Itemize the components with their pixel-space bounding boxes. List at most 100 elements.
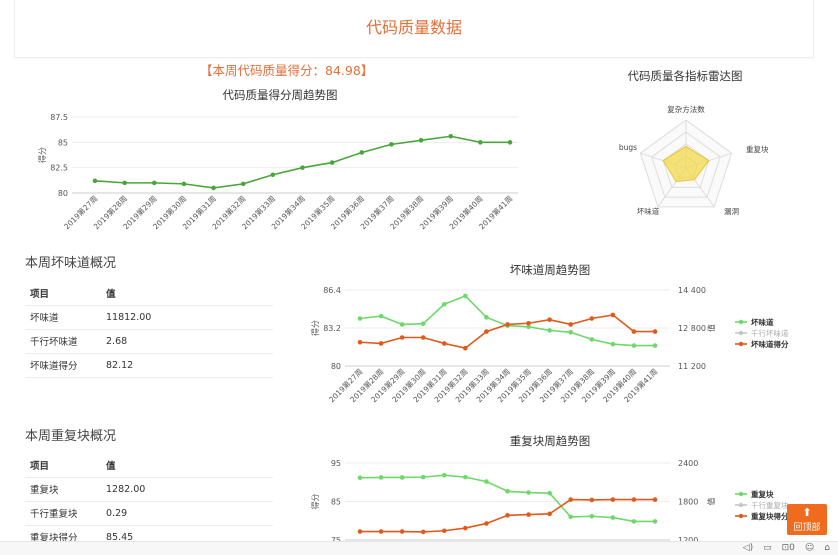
series-a-point — [399, 322, 405, 327]
status-icon[interactable]: ▭ — [763, 543, 772, 553]
table-cell: 千行坏味道 — [25, 329, 101, 354]
series-c-point — [484, 329, 489, 334]
score-point — [211, 185, 216, 191]
series-a-point — [505, 488, 510, 494]
legend-marker — [738, 330, 744, 336]
series-c-point — [610, 497, 616, 502]
series-c-point — [378, 529, 384, 534]
series-c-point — [463, 525, 468, 531]
y-tick-label: 87.5 — [50, 113, 68, 122]
series-a-point — [378, 313, 384, 319]
table-row: 坏味道 11812.00 — [25, 305, 273, 330]
series-a-point — [589, 513, 595, 519]
status-icon[interactable]: ⌂ — [824, 543, 830, 553]
smell-summary-table: 项目 值 坏味道 11812.00 千行坏味道 2.68 坏味道得分 82.12 — [25, 281, 273, 378]
score-point — [389, 142, 394, 147]
series-a-point — [631, 343, 637, 348]
status-icon[interactable]: ◁) — [742, 543, 754, 553]
series-a-point — [526, 490, 531, 495]
series-c-point — [526, 320, 531, 326]
smell-section-title: 本周坏味道概况 — [25, 256, 117, 271]
score-point — [359, 150, 365, 155]
legend-marker — [738, 491, 744, 497]
series-c-point — [463, 345, 468, 351]
dup-summary-table: 项目 值 重复块 1282.00 千行重复块 0.29 重复块得分 85.45 — [25, 453, 273, 550]
y-axis-label-left: 得分 — [310, 494, 320, 510]
radar-axis-label: 漏洞 — [724, 206, 739, 216]
y-tick-label-right: 11 200 — [678, 362, 706, 371]
score-point — [92, 178, 98, 184]
score-point — [478, 140, 483, 145]
radar-axis-label: 坏味道 — [637, 206, 660, 216]
score-point — [122, 180, 127, 186]
series-a-point — [610, 515, 616, 520]
series-c-point — [357, 529, 363, 534]
y-axis-label-left: 得分 — [310, 320, 320, 336]
y-axis-label: 得分 — [37, 147, 47, 163]
series-c-point — [505, 322, 510, 327]
series-c-point — [631, 497, 637, 502]
y-tick-label-left: 83.2 — [323, 324, 341, 333]
series-a-point — [463, 474, 468, 480]
table-header-row: 项目 值 — [25, 453, 273, 478]
back-to-top-button[interactable]: ⬆ 回顶部 — [787, 504, 827, 535]
weekly-score-banner: 【本周代码质量得分：84.98】 — [200, 63, 374, 78]
series-c-point — [420, 335, 426, 340]
table-cell: 重复块 — [25, 477, 101, 502]
score-point — [300, 165, 305, 170]
radar-axis-label: 重复块 — [746, 144, 769, 154]
y-tick-label-left: 80 — [331, 362, 341, 371]
series-c-point — [441, 528, 447, 534]
series-c-point — [378, 341, 384, 346]
legend-marker — [738, 513, 744, 519]
table-cell: 2.68 — [101, 329, 273, 354]
score-point — [507, 140, 513, 145]
page-header: 代码质量数据 — [14, 0, 814, 58]
status-icon[interactable]: ☺ — [804, 543, 815, 553]
series-a-point — [610, 341, 616, 347]
score-point — [418, 138, 424, 143]
series-a-point — [420, 474, 426, 480]
column-header: 值 — [101, 453, 273, 478]
series-a-point — [652, 343, 658, 348]
table-row: 坏味道得分 82.12 — [25, 353, 273, 378]
series-a-point — [526, 324, 531, 330]
series-a-point — [399, 475, 405, 480]
status-bar: ◁) ▭ ⊡0 ☺ ⌂ — [0, 541, 838, 555]
series-c-point — [589, 316, 595, 321]
score-point — [151, 180, 157, 186]
legend-label: 重复块得分 — [751, 511, 789, 521]
series-c-point — [652, 329, 658, 334]
score-point — [181, 181, 187, 187]
status-icon[interactable]: ⊡0 — [781, 543, 795, 553]
series-c-point — [547, 511, 552, 517]
series-a-point — [463, 293, 468, 299]
series-a-point — [420, 321, 426, 327]
table-cell: 坏味道得分 — [25, 353, 101, 378]
y-tick-label-right: 1800 — [678, 498, 698, 507]
series-a-point — [631, 519, 637, 524]
legend-label: 千行重复块 — [751, 500, 789, 510]
series-c-point — [357, 339, 363, 345]
series-a-point — [484, 479, 489, 484]
radar-area — [662, 145, 710, 183]
series-a-point — [357, 475, 363, 481]
series-c-point — [505, 513, 510, 518]
y-tick-label-left: 75 — [331, 536, 341, 545]
y-tick-label-left: 86.4 — [323, 286, 341, 295]
legend-label: 坏味道 — [751, 317, 774, 327]
smell-chart-title: 坏味道周趋势图 — [509, 263, 591, 277]
series-a-point — [568, 329, 574, 335]
score-chart-title: 代码质量得分周趋势图 — [222, 88, 338, 102]
radar-ring — [651, 131, 721, 198]
table-header-row: 项目 值 — [25, 281, 273, 306]
table-row: 千行重复块 0.29 — [25, 501, 273, 526]
radar-axis-label: 复杂方法数 — [667, 104, 705, 114]
arrow-up-icon: ⬆ — [802, 506, 812, 519]
y-tick-label-right: 14 400 — [678, 286, 706, 295]
